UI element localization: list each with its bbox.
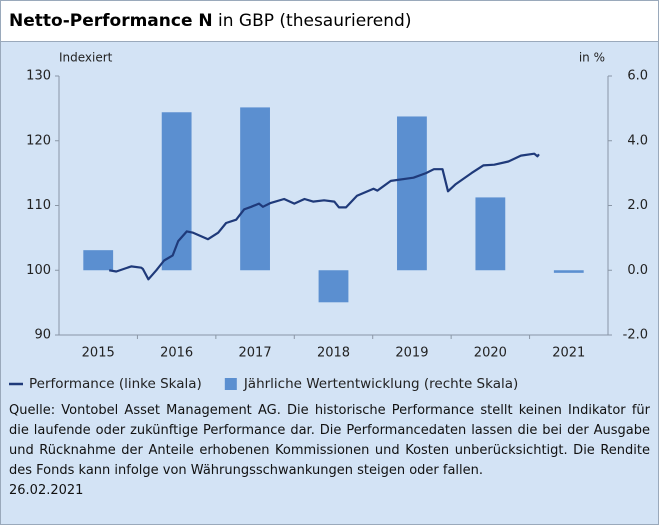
- bar: [83, 250, 114, 271]
- header: Netto-Performance N in GBP (thesaurieren…: [1, 1, 658, 42]
- y2-tick-label: 0.0: [627, 263, 648, 278]
- y-tick-label: 100: [26, 263, 51, 278]
- bar: [318, 270, 349, 303]
- chart-title: Netto-Performance N: [9, 11, 213, 31]
- chart: Indexiert in % 90 100 110 120 130 -2.0 0.0 2.0 4…: [9, 51, 648, 392]
- y-tick-label: 110: [26, 198, 51, 213]
- y2-tick-label: -2.0: [623, 328, 648, 343]
- y-tick-label: 90: [34, 328, 51, 343]
- bar: [475, 197, 506, 271]
- x-tick-label: 2017: [239, 346, 272, 361]
- x-tick-label: 2020: [474, 346, 507, 361]
- x-tick-label: 2019: [395, 346, 428, 361]
- source-note: Quelle: Vontobel Asset Management AG. Di…: [9, 403, 650, 478]
- legend-label: Jährliche Wertentwicklung (rechte Skala): [243, 376, 518, 392]
- y-axis-label: Indexiert: [59, 51, 113, 65]
- x-tick-label: 2015: [82, 346, 115, 361]
- y2-tick-label: 4.0: [627, 133, 648, 148]
- bar: [397, 116, 427, 271]
- y2-tick-label: 2.0: [627, 198, 648, 213]
- footnote: Quelle: Vontobel Asset Management AG. Di…: [9, 401, 650, 501]
- bar: [553, 270, 584, 273]
- legend-label: Performance (linke Skala): [29, 376, 202, 392]
- legend-swatch: [224, 378, 237, 390]
- x-tick-label: 2021: [552, 346, 585, 361]
- y-tick-label: 120: [26, 133, 51, 148]
- date: 26.02.2021: [9, 483, 84, 498]
- bar: [240, 107, 270, 271]
- y2-tick-label: 6.0: [627, 69, 648, 84]
- x-tick-label: 2016: [160, 346, 193, 361]
- line: [109, 152, 540, 281]
- chart-subtitle: in GBP (thesaurierend): [218, 11, 412, 31]
- y2-axis-label: in %: [579, 51, 605, 65]
- x-tick-label: 2018: [317, 346, 350, 361]
- y-tick-label: 130: [26, 69, 51, 84]
